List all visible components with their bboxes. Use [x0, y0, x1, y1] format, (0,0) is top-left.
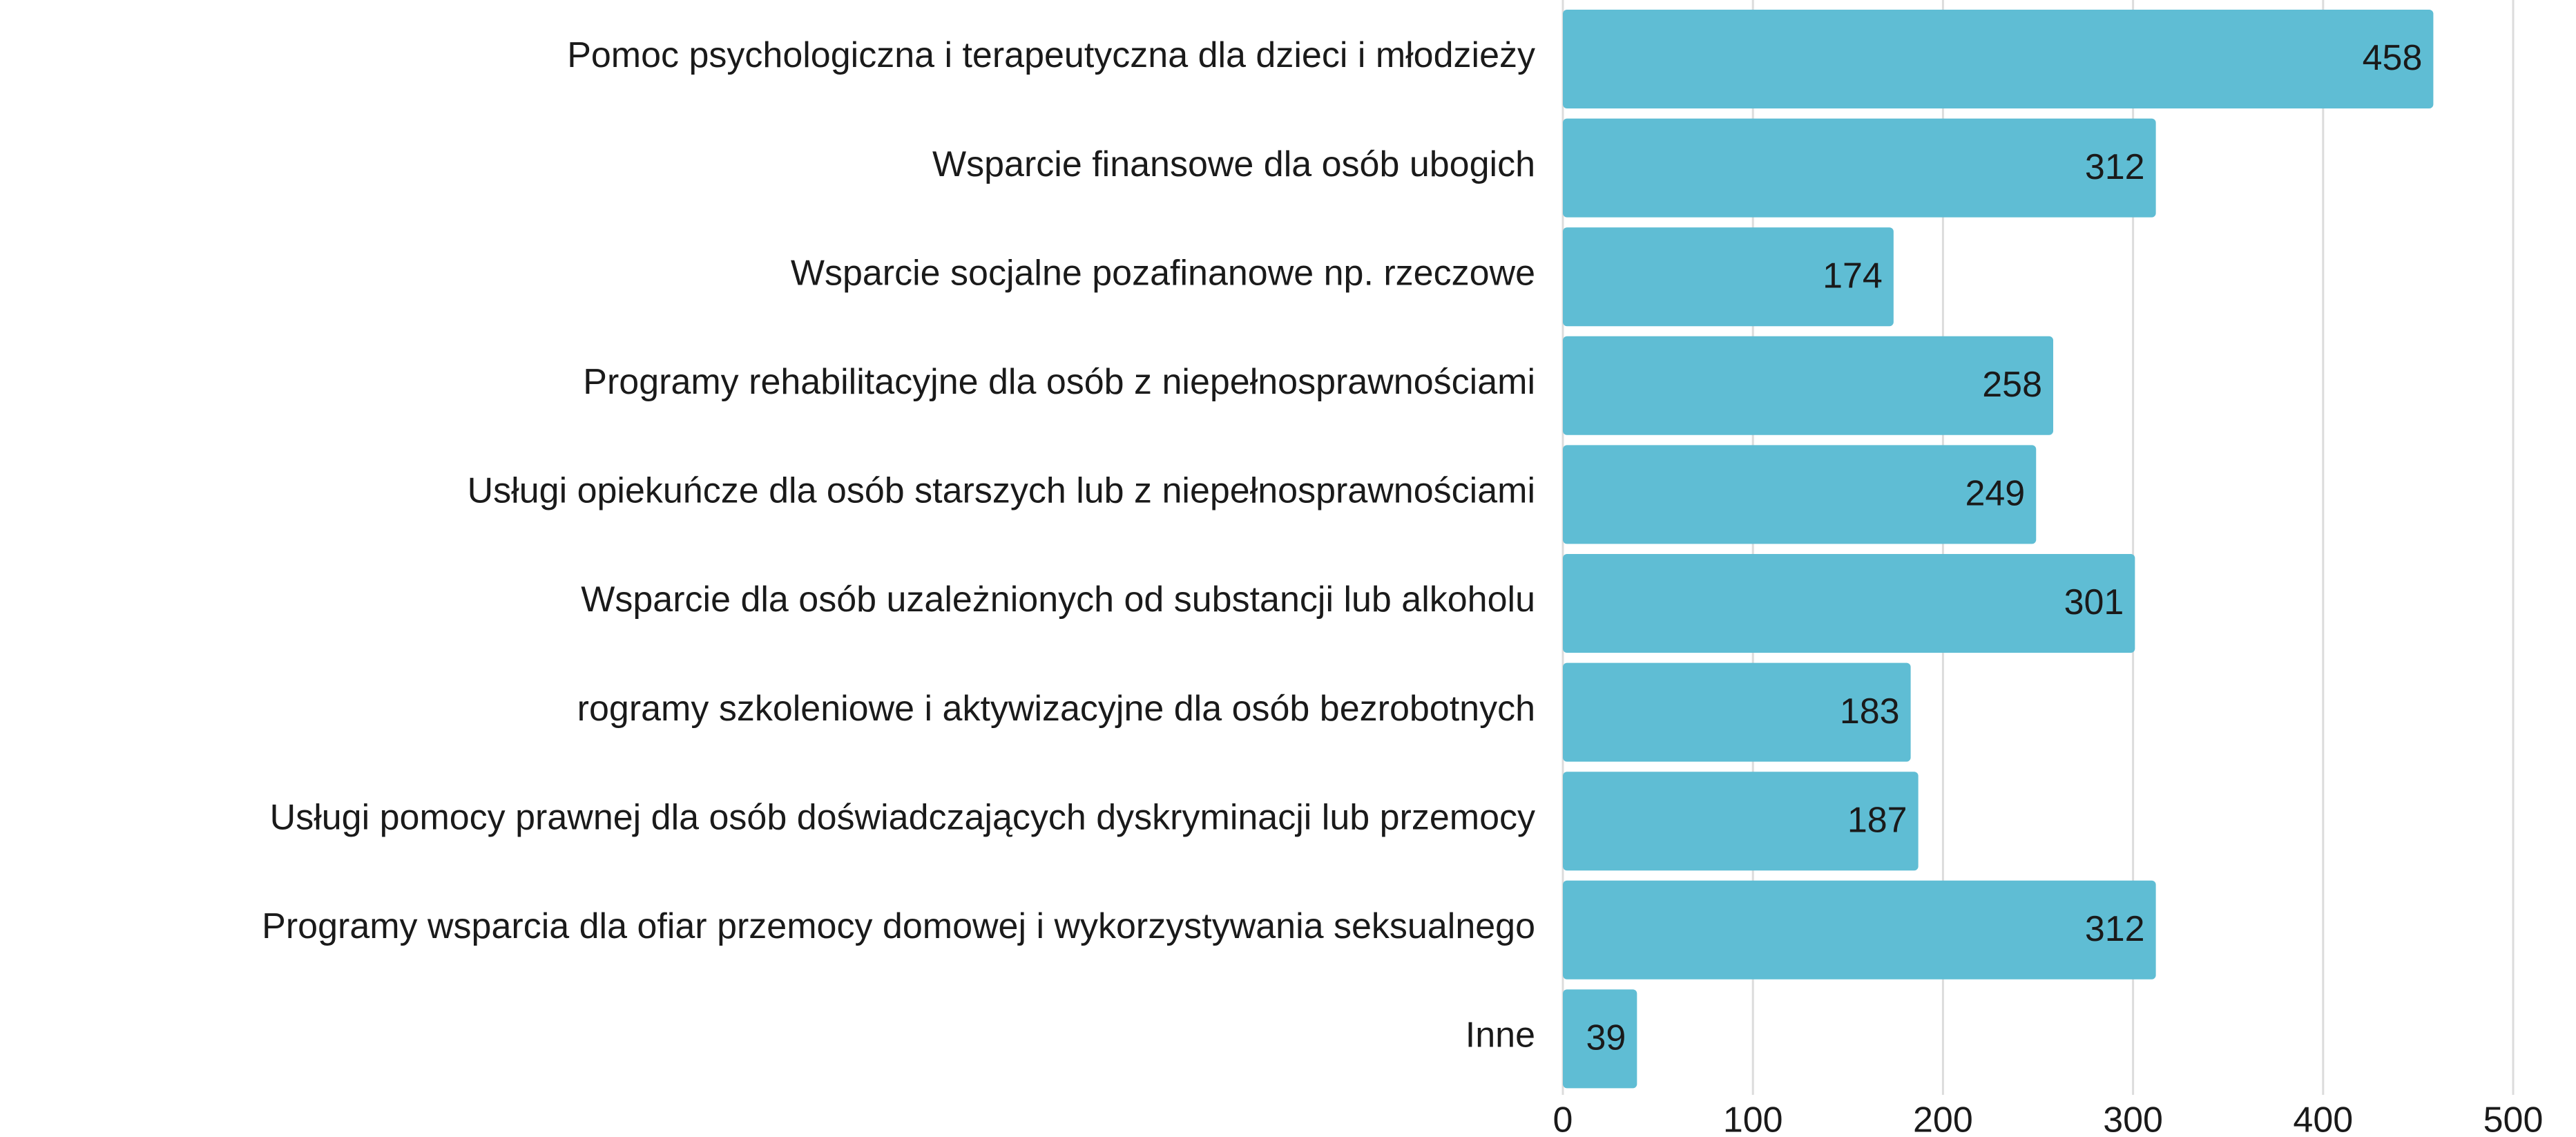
value-label: 183 — [1840, 691, 1900, 732]
y-tick-label: Inne — [1465, 1015, 1535, 1055]
y-tick-label: Wsparcie socjalne pozafinanowe np. rzecz… — [791, 253, 1535, 293]
bar — [1563, 445, 2037, 544]
y-tick-label: Programy wsparcia dla ofiar przemocy dom… — [262, 906, 1535, 946]
x-tick-label: 200 — [1913, 1100, 1973, 1137]
value-label: 312 — [2085, 909, 2145, 949]
bar — [1563, 554, 2135, 653]
bar — [1563, 227, 1894, 327]
value-label: 187 — [1847, 800, 1907, 840]
x-tick-label: 400 — [2293, 1100, 2353, 1137]
y-tick-label: Pomoc psychologiczna i terapeutyczna dla… — [567, 35, 1535, 75]
value-label: 312 — [2085, 147, 2145, 187]
bar — [1563, 662, 1911, 762]
value-label: 39 — [1586, 1018, 1626, 1058]
bar — [1563, 880, 2156, 980]
y-tick-label: Programy rehabilitacyjne dla osób z niep… — [583, 362, 1535, 402]
x-tick-label: 300 — [2103, 1100, 2163, 1137]
x-tick-label: 100 — [1723, 1100, 1783, 1137]
bar — [1563, 772, 1919, 871]
value-label: 258 — [1982, 365, 2042, 405]
bar — [1563, 10, 2434, 108]
y-tick-label: Wsparcie finansowe dla osób ubogich — [932, 144, 1535, 184]
y-tick-label: Usługi pomocy prawnej dla osób doświadcz… — [270, 797, 1535, 837]
value-label: 301 — [2064, 582, 2124, 622]
x-tick-label: 0 — [1553, 1100, 1573, 1137]
bar — [1563, 989, 1637, 1089]
value-label: 174 — [1823, 256, 1883, 296]
value-label: 249 — [1965, 474, 2025, 514]
bar — [1563, 336, 2054, 435]
y-tick-label: Wsparcie dla osób uzależnionych od subst… — [581, 580, 1535, 620]
value-label: 458 — [2363, 38, 2423, 78]
x-tick-label: 500 — [2483, 1100, 2544, 1137]
y-tick-label: Usługi opiekuńcze dla osób starszych lub… — [468, 471, 1535, 511]
y-tick-label: rogramy szkoleniowe i aktywizacyjne dla … — [577, 689, 1535, 729]
bar — [1563, 118, 2156, 218]
